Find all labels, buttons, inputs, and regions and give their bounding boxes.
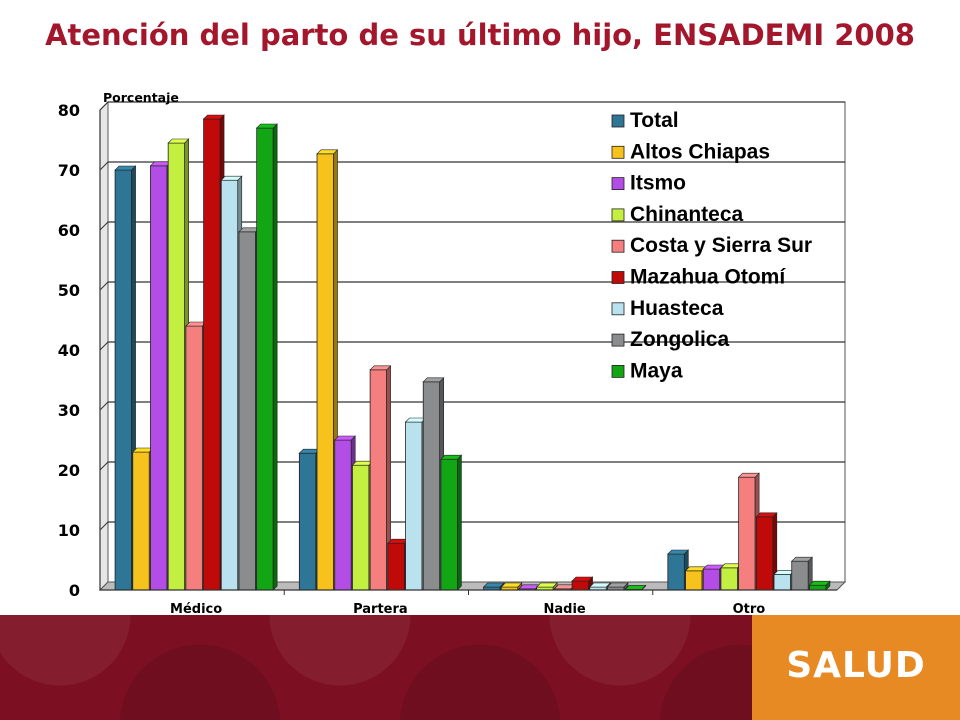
bar-chart: 0 10 20 30 40 50 60 70 80 Porcentaje Médico Partera… <box>58 90 847 615</box>
footer-pattern <box>0 615 752 720</box>
legend-swatch <box>611 145 625 159</box>
y-axis-label: Porcentaje <box>103 90 179 105</box>
legend-label: Huasteca <box>630 297 724 320</box>
y-tick-label: 30 <box>58 401 80 420</box>
bar <box>114 165 137 591</box>
brand-logo: SALUD <box>786 645 926 686</box>
legend-swatch <box>611 239 625 253</box>
y-tick-label: 70 <box>58 161 80 180</box>
legend-swatch <box>611 364 625 378</box>
gridline-side <box>99 101 109 111</box>
bar <box>624 584 647 591</box>
bar <box>606 582 629 591</box>
page-title: Atención del parto de su último hijo, EN… <box>45 18 915 52</box>
bar <box>755 512 778 591</box>
legend-label: Zongolica <box>630 328 729 351</box>
bar <box>808 580 831 591</box>
legend-label: Chinanteca <box>630 203 744 226</box>
legend-swatch <box>611 333 625 347</box>
gridline-side <box>99 461 109 471</box>
bar <box>500 582 523 591</box>
brand-block: SALUD <box>752 615 960 720</box>
legend-label: Maya <box>630 359 683 382</box>
legend-swatch <box>611 271 625 284</box>
gridline-side <box>99 341 109 351</box>
gridline-side <box>99 281 109 291</box>
y-tick-label: 40 <box>58 341 80 360</box>
y-tick-label: 60 <box>58 221 80 240</box>
y-tick-label: 20 <box>58 461 80 480</box>
bar <box>255 123 278 591</box>
x-tick-label: Nadie <box>544 602 586 615</box>
legend-swatch <box>611 302 625 316</box>
bar <box>440 454 463 591</box>
bar <box>535 582 558 591</box>
gridline-side <box>99 521 109 531</box>
y-tick-label: 10 <box>58 521 80 540</box>
gridline-side <box>99 161 109 171</box>
legend-swatch <box>611 208 625 222</box>
gridline-side <box>99 401 109 411</box>
gridline-side <box>99 221 109 231</box>
legend-label: Total <box>630 109 679 132</box>
y-tick-label: 80 <box>58 101 80 120</box>
legend-label: Costa y Sierra Sur <box>630 234 812 257</box>
legend-label: Itsmo <box>630 172 686 195</box>
legend-swatch <box>611 114 625 128</box>
footer-banner: SALUD <box>0 615 960 720</box>
legend-label: Mazahua Otomí <box>630 266 786 289</box>
y-tick-label: 0 <box>69 581 80 600</box>
y-tick-label: 50 <box>58 281 80 300</box>
legend-swatch <box>611 177 625 191</box>
legend-label: Altos Chiapas <box>630 140 770 163</box>
x-tick-label: Otro <box>733 602 766 615</box>
x-tick-label: Médico <box>170 602 222 615</box>
x-tick-label: Partera <box>353 602 408 615</box>
